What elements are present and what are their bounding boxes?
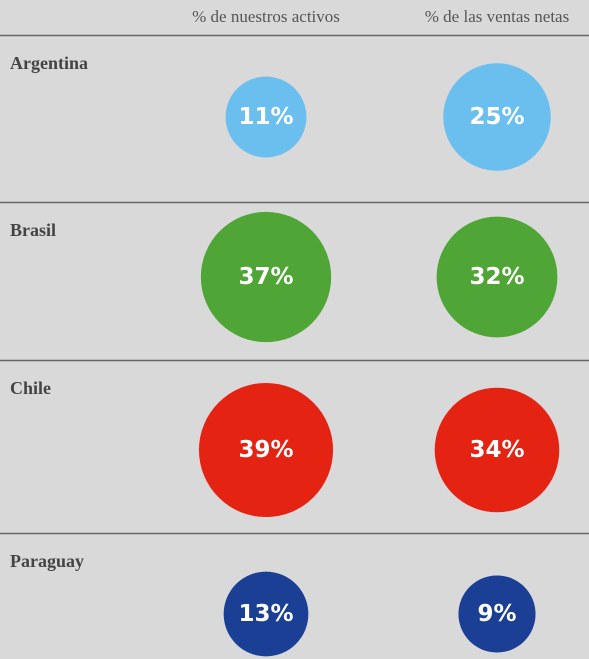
bubble-label: 37% (238, 264, 293, 290)
bubble-label: 39% (238, 437, 293, 463)
column-header: % de nuestros activos (192, 7, 340, 26)
bubble-label: 9% (477, 601, 516, 627)
column-header: % de las ventas netas (425, 7, 569, 26)
country-label: Chile (10, 378, 51, 398)
bubble (436, 216, 558, 338)
bubble (200, 211, 332, 343)
country-label: Argentina (10, 53, 88, 73)
bubble (443, 63, 551, 171)
bubble-label: 32% (469, 264, 524, 290)
bubble-label: 34% (469, 437, 524, 463)
bubble-label: 25% (469, 104, 524, 130)
bubble-label: 13% (238, 601, 293, 627)
bubble (198, 382, 334, 518)
country-label: Brasil (10, 220, 56, 240)
bubble (434, 387, 560, 513)
bubble (223, 571, 309, 657)
bubble (458, 575, 536, 653)
bubble (225, 76, 307, 158)
country-label: Paraguay (10, 551, 84, 571)
bubble-label: 11% (238, 104, 293, 130)
